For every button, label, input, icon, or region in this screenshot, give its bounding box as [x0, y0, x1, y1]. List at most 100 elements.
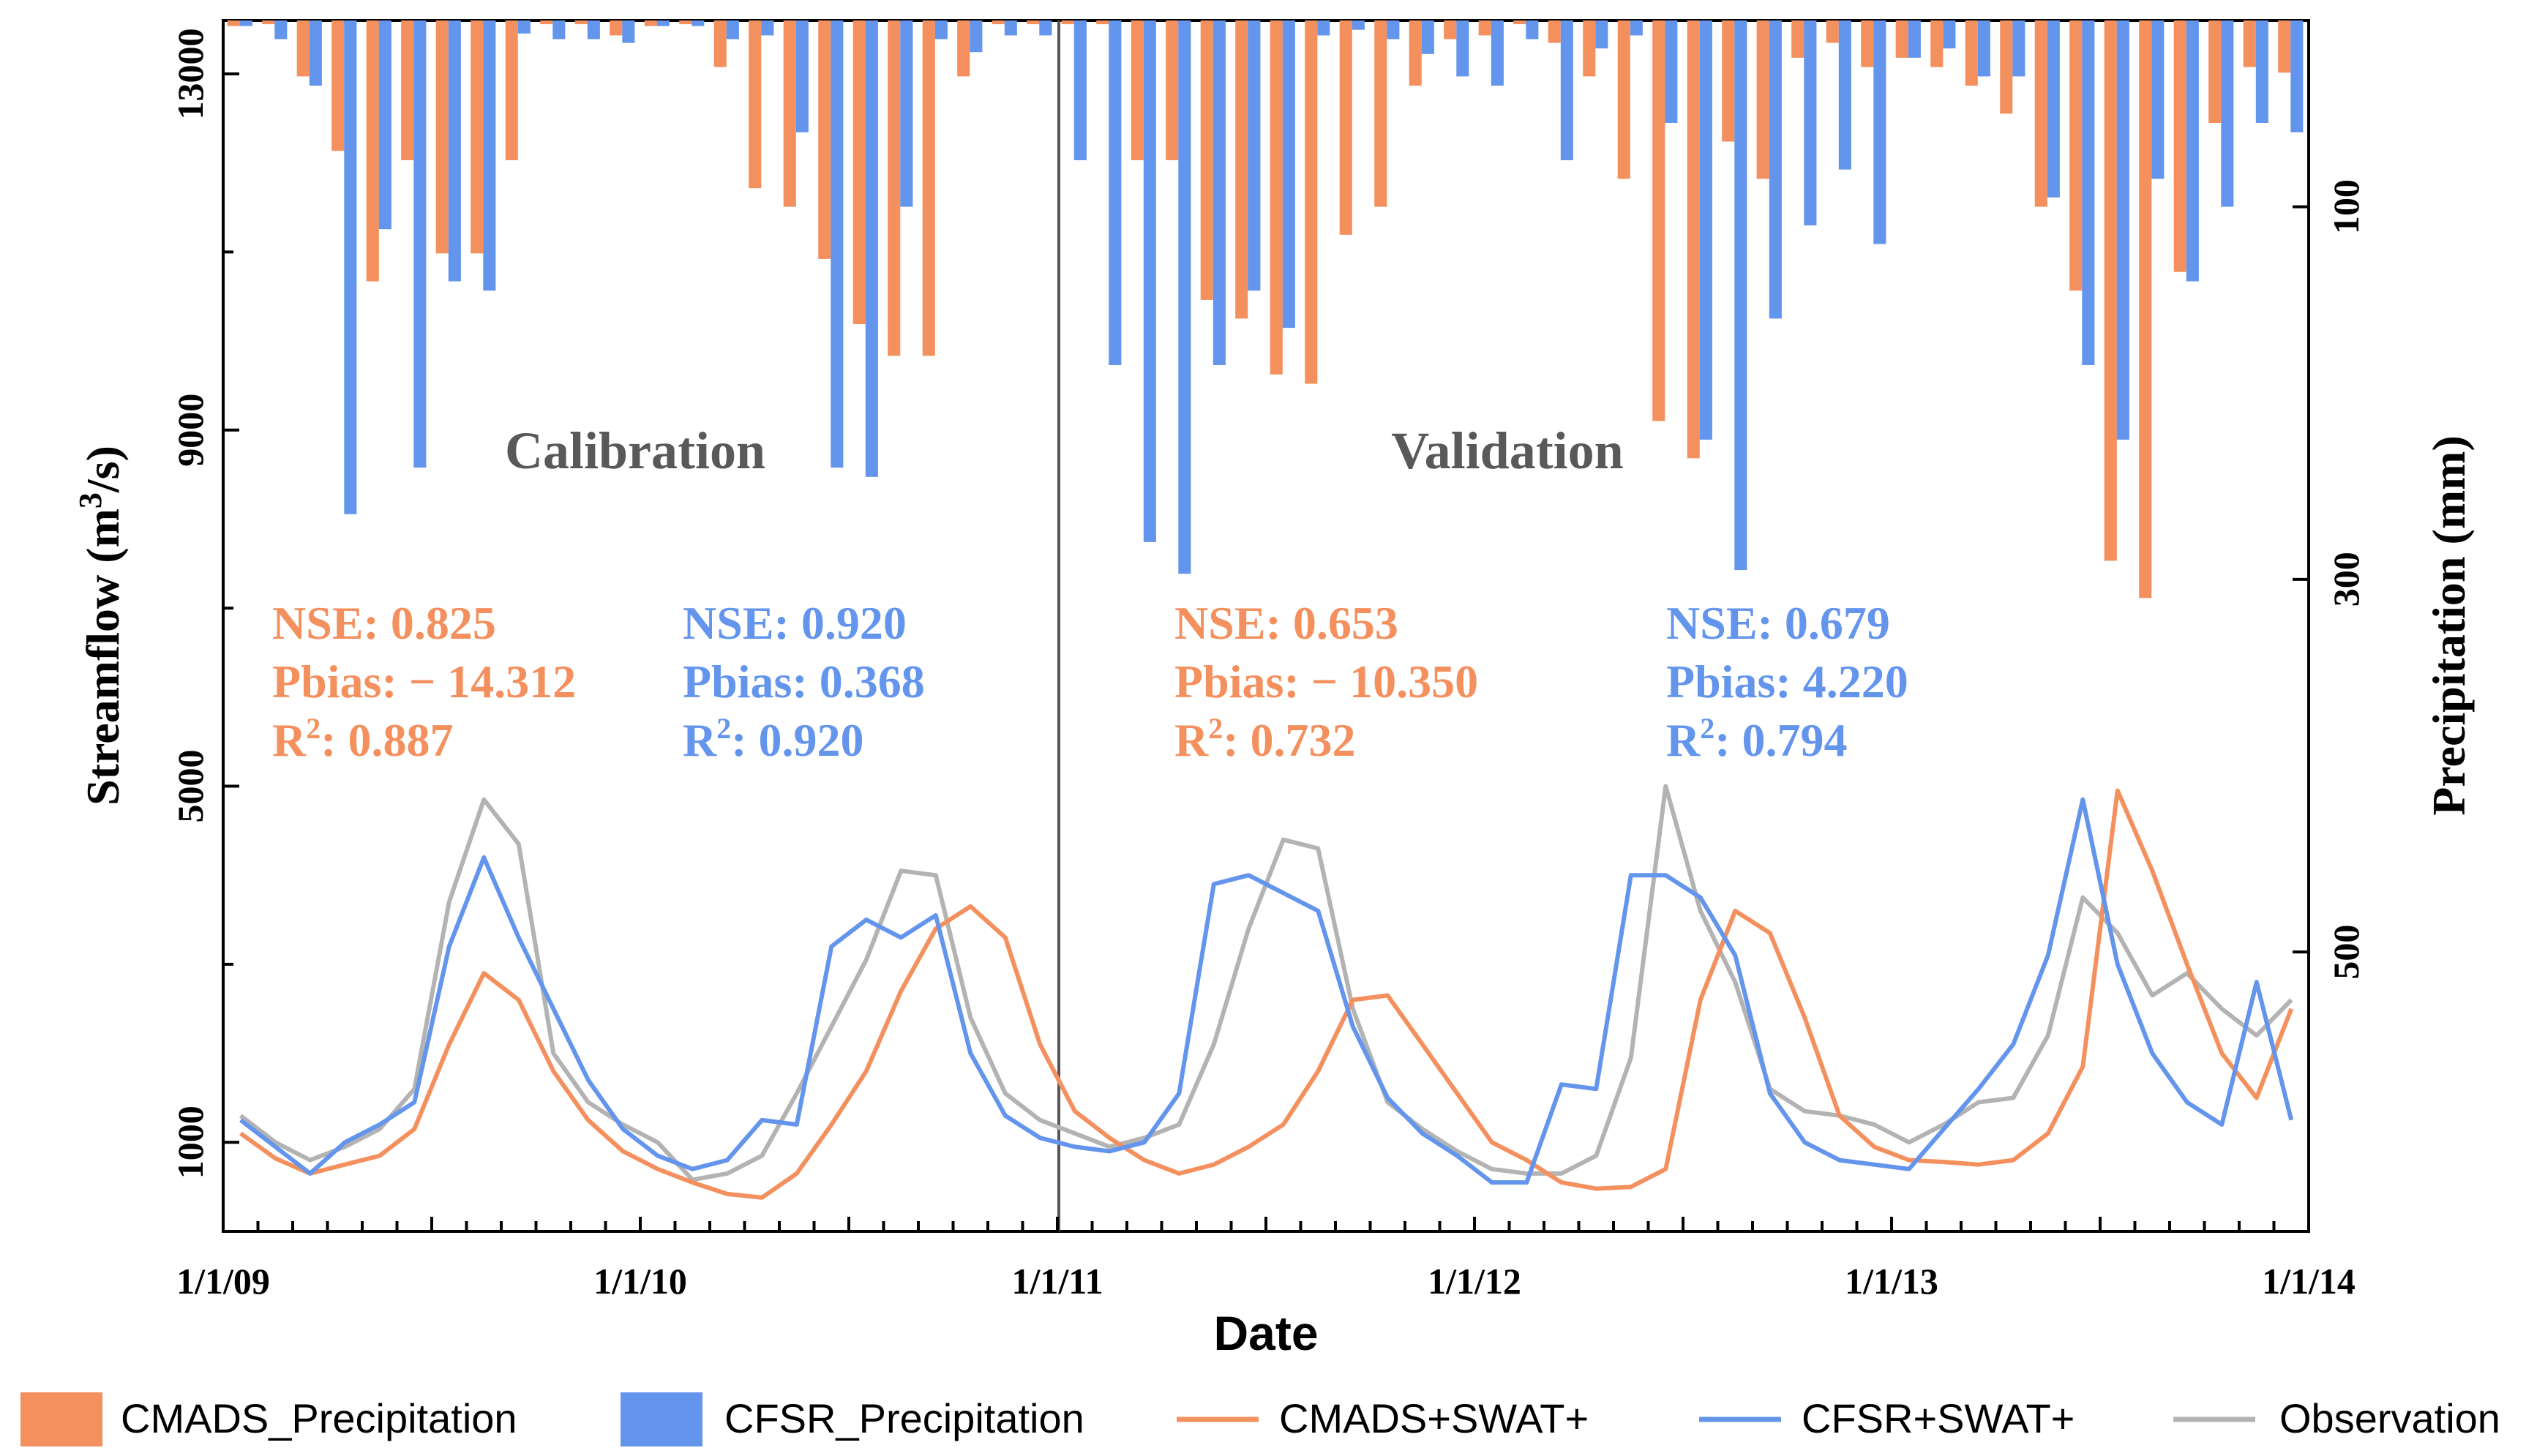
x-tick-label: 1/1/10: [593, 1261, 687, 1302]
cfsr-precip-bar: [1804, 20, 1817, 226]
x-tick-label: 1/1/13: [1845, 1261, 1938, 1302]
cfsr-precip-bar: [726, 20, 739, 40]
cfsr-precip-bar: [2151, 20, 2165, 179]
precipitation-bars: [227, 20, 2304, 598]
y-left-tick-label: 1000: [170, 1106, 211, 1179]
y-right-tick-label: 100: [2326, 179, 2366, 234]
cfsr-precip-bar: [1526, 20, 1539, 40]
cmads-precip-bar: [2278, 20, 2291, 73]
cmads-precip-bar: [957, 20, 970, 77]
cmads-precip-bar: [1444, 20, 1457, 40]
y-right-tick-label: 300: [2326, 552, 2366, 607]
y-left-title: Streamflow (m3/s): [72, 446, 129, 806]
cmads-precip-bar: [1548, 20, 1561, 43]
cmads-precip-bar: [1756, 20, 1769, 179]
cfsr-precip-bar: [2047, 20, 2060, 198]
y-left-tick-label: 5000: [170, 750, 211, 823]
cfsr-precip-bar: [483, 20, 496, 291]
cmads-precip-bar: [1617, 20, 1630, 179]
x-tick-label: 1/1/14: [2262, 1261, 2356, 1302]
stat-pbias: Pbias: 0.368: [683, 656, 925, 708]
stat-pbias: Pbias: 4.220: [1666, 656, 1908, 708]
legend-label-cfsr-swat: CFSR+SWAT+: [1802, 1395, 2075, 1441]
x-tick-label: 1/1/09: [176, 1261, 270, 1302]
cmads-precip-bar: [1131, 20, 1144, 160]
cmads-precip-bar: [610, 20, 623, 36]
cmads-precip-bar: [992, 20, 1005, 25]
stat-nse: NSE: 0.679: [1666, 597, 1890, 649]
cfsr-precip-bar: [2186, 20, 2199, 282]
cfsr-precip-bar: [1491, 20, 1504, 86]
cmads-precip-bar: [1339, 20, 1352, 235]
cfsr-precip-bar: [656, 20, 670, 26]
cfsr-precip-bar: [900, 20, 913, 207]
stat-r2: R2: 0.920: [683, 712, 864, 766]
cmads-precip-bar: [2243, 20, 2256, 67]
cfsr-precip-bar: [1699, 20, 1712, 440]
cfsr-precip-bar: [970, 20, 983, 53]
cmads-precip-bar: [644, 20, 657, 26]
cfsr-precip-bar: [1769, 20, 1782, 319]
stats-calibration-cfsr: NSE: 0.920 Pbias: 0.368 R2: 0.920: [683, 597, 925, 766]
stats-calibration-cmads: NSE: 0.825 Pbias: − 14.312 R2: 0.887: [272, 597, 576, 766]
streamflow-lines: [239, 784, 2294, 1200]
cmads-precip-bar: [1270, 20, 1283, 375]
cmads-precip-bar: [2173, 20, 2186, 272]
x-axis-title: Date: [1213, 1306, 1318, 1360]
cmads-precip-bar: [1583, 20, 1596, 77]
legend-swatch-cfsr-precip: [621, 1392, 702, 1446]
cfsr-precip-bar: [1109, 20, 1122, 365]
cfsr-precip-bar: [1073, 20, 1087, 160]
cmads-precip-bar: [540, 20, 553, 25]
cmads-precip-bar: [1096, 20, 1109, 25]
cmads-precip-bar: [574, 20, 588, 25]
cmads-precip-bar: [227, 20, 240, 26]
y-left-tick-label: 9000: [170, 394, 211, 467]
cmads-swat-series-line: [239, 788, 2294, 1200]
cfsr-precip-bar: [1421, 20, 1434, 54]
cfsr-precip-bar: [2221, 20, 2234, 207]
cmads-precip-bar: [713, 20, 727, 67]
cmads-precip-bar: [1027, 20, 1040, 25]
cmads-precip-bar: [471, 20, 484, 254]
cfsr-precip-bar: [1873, 20, 1886, 244]
cfsr-precip-bar: [795, 20, 809, 132]
cfsr-precip-bar: [2255, 20, 2268, 123]
x-tick-label: 1/1/11: [1011, 1261, 1103, 1302]
cmads-precip-bar: [2139, 20, 2152, 598]
cmads-precip-bar: [679, 20, 692, 25]
cfsr-precip-bar: [692, 20, 705, 26]
cfsr-precip-bar: [1977, 20, 1990, 77]
cmads-precip-bar: [1895, 20, 1908, 58]
validation-label: Validation: [1391, 421, 1623, 480]
stats-validation-cfsr: NSE: 0.679 Pbias: 4.220 R2: 0.794: [1666, 597, 1908, 766]
cfsr-precip-bar: [1838, 20, 1851, 170]
cmads-precip-bar: [1965, 20, 1978, 86]
stat-r2: R2: 0.732: [1174, 712, 1356, 766]
legend-label-cfsr-precip: CFSR_Precipitation: [724, 1395, 1084, 1441]
cmads-precip-bar: [1652, 20, 1665, 421]
cmads-precip-bar: [1200, 20, 1213, 300]
cfsr-precip-bar: [587, 20, 600, 40]
cmads-precip-bar: [435, 20, 449, 254]
cfsr-precip-bar: [378, 20, 391, 230]
y-right-title: Precipitation (mm): [2423, 435, 2475, 816]
cmads-precip-bar: [1861, 20, 1874, 67]
cmads-precip-bar: [1374, 20, 1387, 207]
cmads-precip-bar: [1826, 20, 1839, 43]
cfsr-precip-bar: [1282, 20, 1295, 329]
cfsr-precip-bar: [1908, 20, 1921, 58]
x-tick-label: 1/1/12: [1428, 1261, 1521, 1302]
cmads-precip-bar: [852, 20, 866, 324]
axes-ticks: 1000 5000 9000 13000 100 300 500 1/1/09 1/1/10 1/…: [170, 29, 2366, 1302]
cmads-precip-bar: [1930, 20, 1944, 67]
cfsr-precip-bar: [274, 20, 288, 40]
cmads-precip-bar: [1791, 20, 1804, 58]
cmads-precip-bar: [1687, 20, 1700, 459]
cfsr-precip-bar: [448, 20, 461, 282]
legend-label-cmads-precip: CMADS_Precipitation: [121, 1395, 517, 1441]
cfsr-precip-bar: [1143, 20, 1156, 542]
cfsr-precip-bar: [1178, 20, 1191, 574]
stat-r2: R2: 0.794: [1666, 712, 1848, 766]
cfsr-precip-bar: [1595, 20, 1608, 49]
